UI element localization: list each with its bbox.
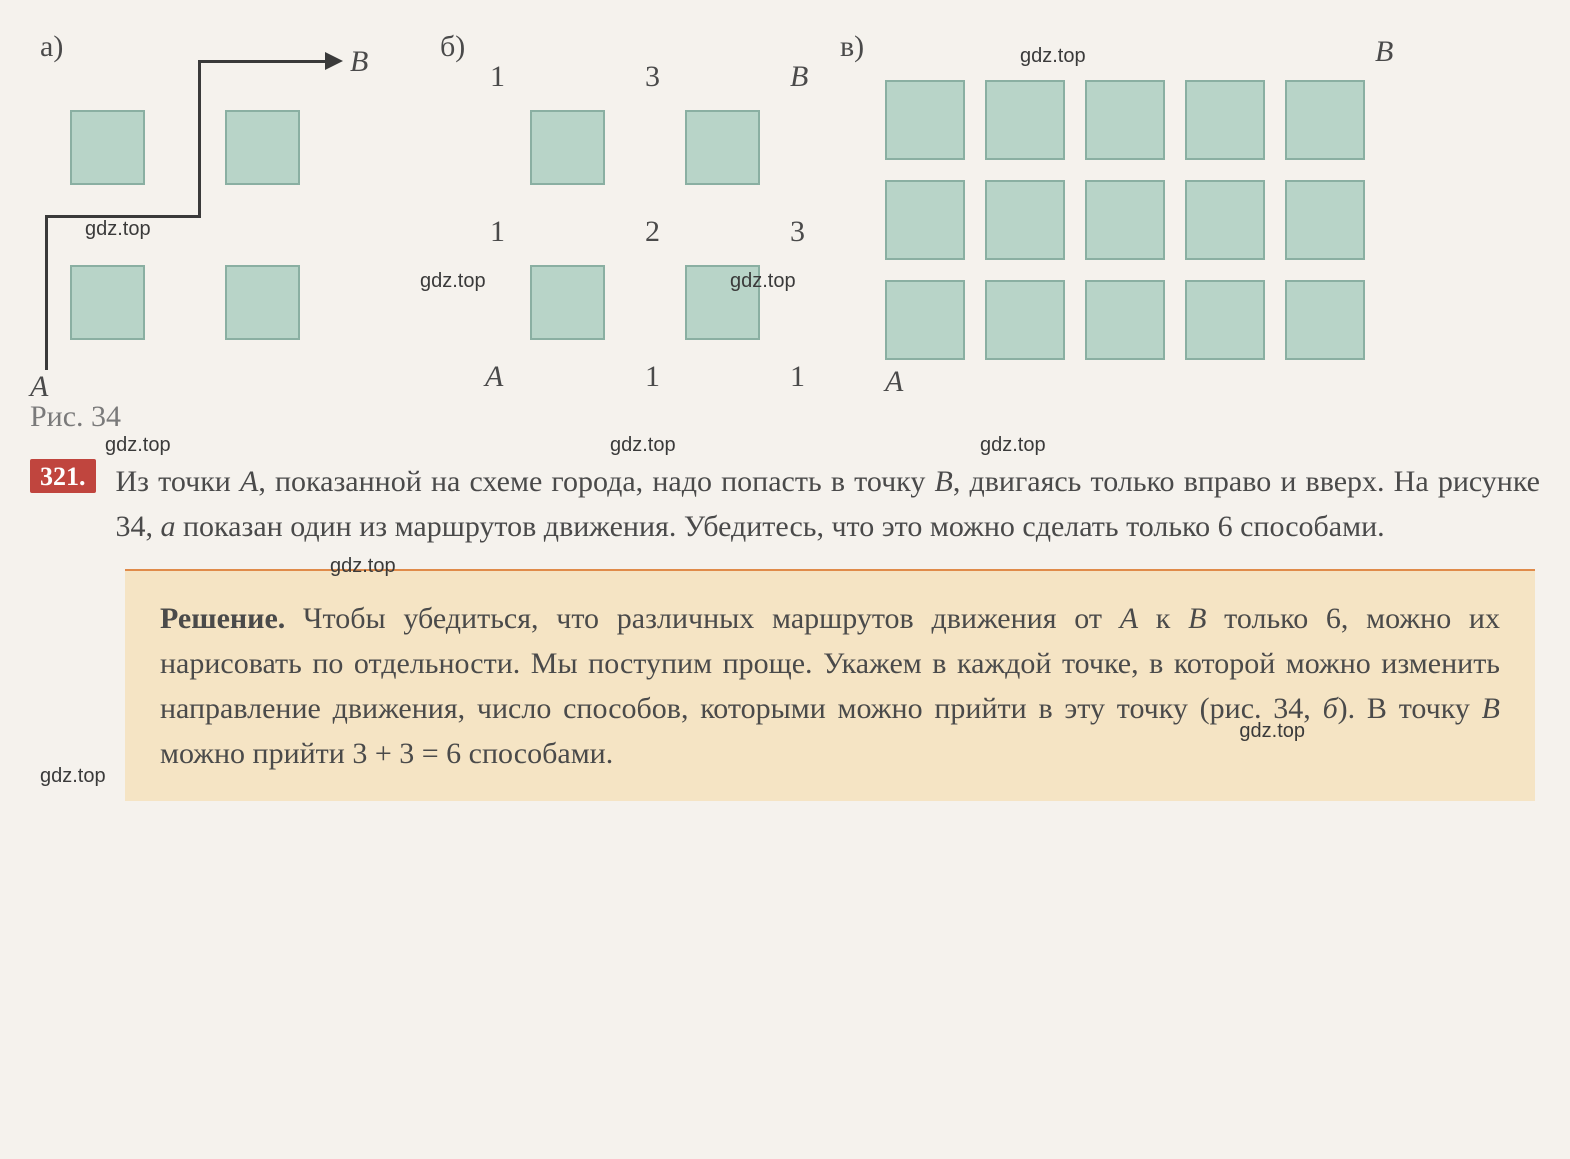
diagrams-container: а) A B gdz.top б) 1 3 B 1 2 3 A (30, 20, 1540, 370)
arrow-segment (198, 60, 201, 218)
problem-number-badge: 321. (30, 459, 96, 493)
square (1085, 280, 1165, 360)
number-label: 1 (490, 215, 505, 249)
square (985, 180, 1065, 260)
number-label: 1 (645, 360, 660, 394)
watermark: gdz.top (40, 761, 106, 791)
point-b-label: B (1375, 35, 1393, 69)
solution-box: gdz.top Решение. Чтобы убедиться, что ра… (125, 569, 1535, 801)
text-part-italic: B (1188, 602, 1206, 635)
square (885, 180, 965, 260)
square (885, 280, 965, 360)
square (885, 80, 965, 160)
text-part-italic: а (161, 510, 176, 543)
text-part: Из точки (116, 465, 240, 498)
number-label: 2 (645, 215, 660, 249)
square (225, 265, 300, 340)
text-part: к (1138, 602, 1188, 635)
text-part: показан один из маршрутов движения. Убед… (176, 510, 1385, 543)
problem-section: gdz.top gdz.top gdz.top 321. Из точки A,… (30, 459, 1540, 549)
watermark: gdz.top (610, 434, 676, 457)
diagram-a-label: а) (40, 30, 63, 64)
diagram-c-label: в) (840, 30, 864, 64)
watermark: gdz.top (85, 218, 151, 241)
diagram-b: б) 1 3 B 1 2 3 A 1 1 gdz.top gdz.top (430, 20, 810, 370)
square (1085, 180, 1165, 260)
text-part: Чтобы убедиться, что различных маршрутов… (285, 602, 1119, 635)
square (985, 280, 1065, 360)
number-label: 3 (645, 60, 660, 94)
square (685, 110, 760, 185)
square (530, 110, 605, 185)
watermark: gdz.top (980, 434, 1046, 457)
diagram-c: в) A B gdz.top (870, 20, 1410, 370)
watermark: gdz.top (330, 551, 396, 581)
diagram-b-label: б) (440, 30, 465, 64)
text-part: ). В точку (1338, 692, 1482, 725)
watermark: gdz.top (420, 270, 486, 293)
watermark: gdz.top (1020, 45, 1086, 68)
text-part-italic: б (1323, 692, 1338, 725)
text-part: можно прийти 3 + 3 = 6 способами. (160, 737, 613, 770)
square (1185, 280, 1265, 360)
watermark: gdz.top (105, 434, 171, 457)
square (1185, 180, 1265, 260)
point-b-label: B (350, 45, 368, 79)
arrow-segment (198, 60, 328, 63)
text-part-italic: A (240, 465, 258, 498)
diagram-a: а) A B gdz.top (30, 20, 370, 370)
square (685, 265, 760, 340)
number-label: 1 (790, 360, 805, 394)
square (225, 110, 300, 185)
number-label: 3 (790, 215, 805, 249)
point-a-label: A (30, 370, 48, 404)
square (530, 265, 605, 340)
arrow-segment (45, 215, 200, 218)
square (1285, 280, 1365, 360)
text-part-italic: A (1120, 602, 1138, 635)
arrow-head-icon (325, 52, 343, 70)
square (1085, 80, 1165, 160)
arrow-segment (45, 215, 48, 370)
square (985, 80, 1065, 160)
number-label: 1 (490, 60, 505, 94)
square (70, 265, 145, 340)
point-a-label: A (885, 365, 903, 399)
text-part: , показанной на схеме города, надо попас… (258, 465, 934, 498)
solution-label: Решение. (160, 602, 285, 635)
text-part-italic: B (1482, 692, 1500, 725)
square (1185, 80, 1265, 160)
figure-caption: Рис. 34 (30, 400, 1540, 434)
square (1285, 180, 1365, 260)
square (1285, 80, 1365, 160)
point-b-label: B (790, 60, 808, 94)
text-part-italic: B (934, 465, 952, 498)
point-a-label: A (485, 360, 503, 394)
square (70, 110, 145, 185)
problem-text: Из точки A, показанной на схеме города, … (116, 459, 1541, 549)
